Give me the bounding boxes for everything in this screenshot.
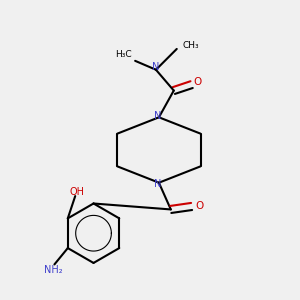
Text: O: O xyxy=(194,76,202,87)
Text: CH₃: CH₃ xyxy=(183,41,199,50)
Text: O: O xyxy=(195,202,203,212)
Text: N: N xyxy=(154,179,161,189)
Text: N: N xyxy=(154,111,161,121)
Text: H₃C: H₃C xyxy=(116,50,132,59)
Text: N: N xyxy=(152,62,160,72)
Text: OH: OH xyxy=(69,187,84,196)
Text: NH₂: NH₂ xyxy=(44,266,62,275)
